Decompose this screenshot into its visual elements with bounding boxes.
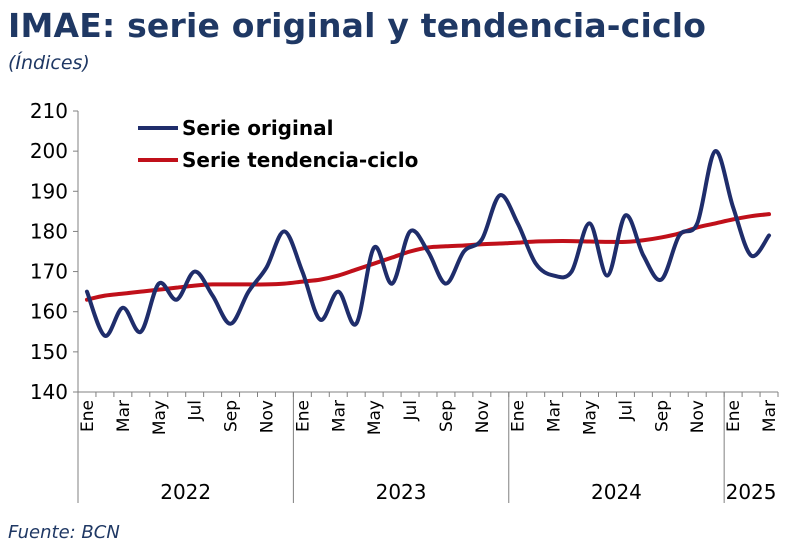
chart-axes: 140 150 160 170 180 190 200 210 Ene Mar May Jul Sep N…: [30, 99, 780, 504]
x-month-label: Ene: [509, 400, 529, 432]
chart-legend: Serie original Serie tendencia-ciclo: [138, 116, 418, 172]
x-month-label: Jul: [186, 400, 206, 422]
y-tick-label: 180: [30, 219, 68, 243]
year-label: 2024: [591, 480, 642, 504]
year-label: 2022: [160, 480, 211, 504]
x-month-label: Mar: [545, 400, 565, 432]
chart-subtitle: (Índices): [8, 52, 90, 74]
x-month-label: Ene: [724, 400, 744, 432]
x-month-label: Mar: [329, 400, 349, 432]
source-note: Fuente: BCN: [8, 522, 120, 543]
x-month-label: May: [365, 400, 385, 435]
y-tick-label: 190: [30, 179, 68, 203]
year-label: 2023: [376, 480, 427, 504]
x-month-label: Sep: [652, 400, 672, 432]
y-tick-label: 170: [30, 260, 68, 284]
x-month-label: Mar: [114, 400, 134, 432]
x-month-label: Nov: [473, 400, 493, 433]
legend-label: Serie original: [182, 116, 333, 140]
x-month-label: Jul: [616, 400, 636, 422]
x-month-label: Nov: [257, 400, 277, 433]
y-tick-label: 200: [30, 139, 68, 163]
series-line-original: [84, 149, 772, 338]
y-tick-label: 160: [30, 300, 68, 324]
x-month-label: Sep: [222, 400, 242, 432]
x-month-label: Mar: [760, 400, 780, 432]
x-month-label: May: [581, 400, 601, 435]
series-layer: [84, 149, 772, 338]
y-tick-label: 210: [30, 99, 68, 123]
legend-label: Serie tendencia-ciclo: [182, 148, 418, 172]
x-month-label: May: [150, 400, 170, 435]
x-month-label: Nov: [688, 400, 708, 433]
y-tick-label: 150: [30, 340, 68, 364]
year-label: 2025: [726, 480, 777, 504]
chart-title: IMAE: serie original y tendencia-ciclo: [8, 6, 707, 45]
x-month-label: Jul: [401, 400, 421, 422]
x-month-label: Ene: [293, 400, 313, 432]
y-tick-label: 140: [30, 380, 68, 404]
x-month-label: Sep: [437, 400, 457, 432]
x-month-label: Ene: [78, 400, 98, 432]
series-line-trend: [84, 212, 772, 302]
